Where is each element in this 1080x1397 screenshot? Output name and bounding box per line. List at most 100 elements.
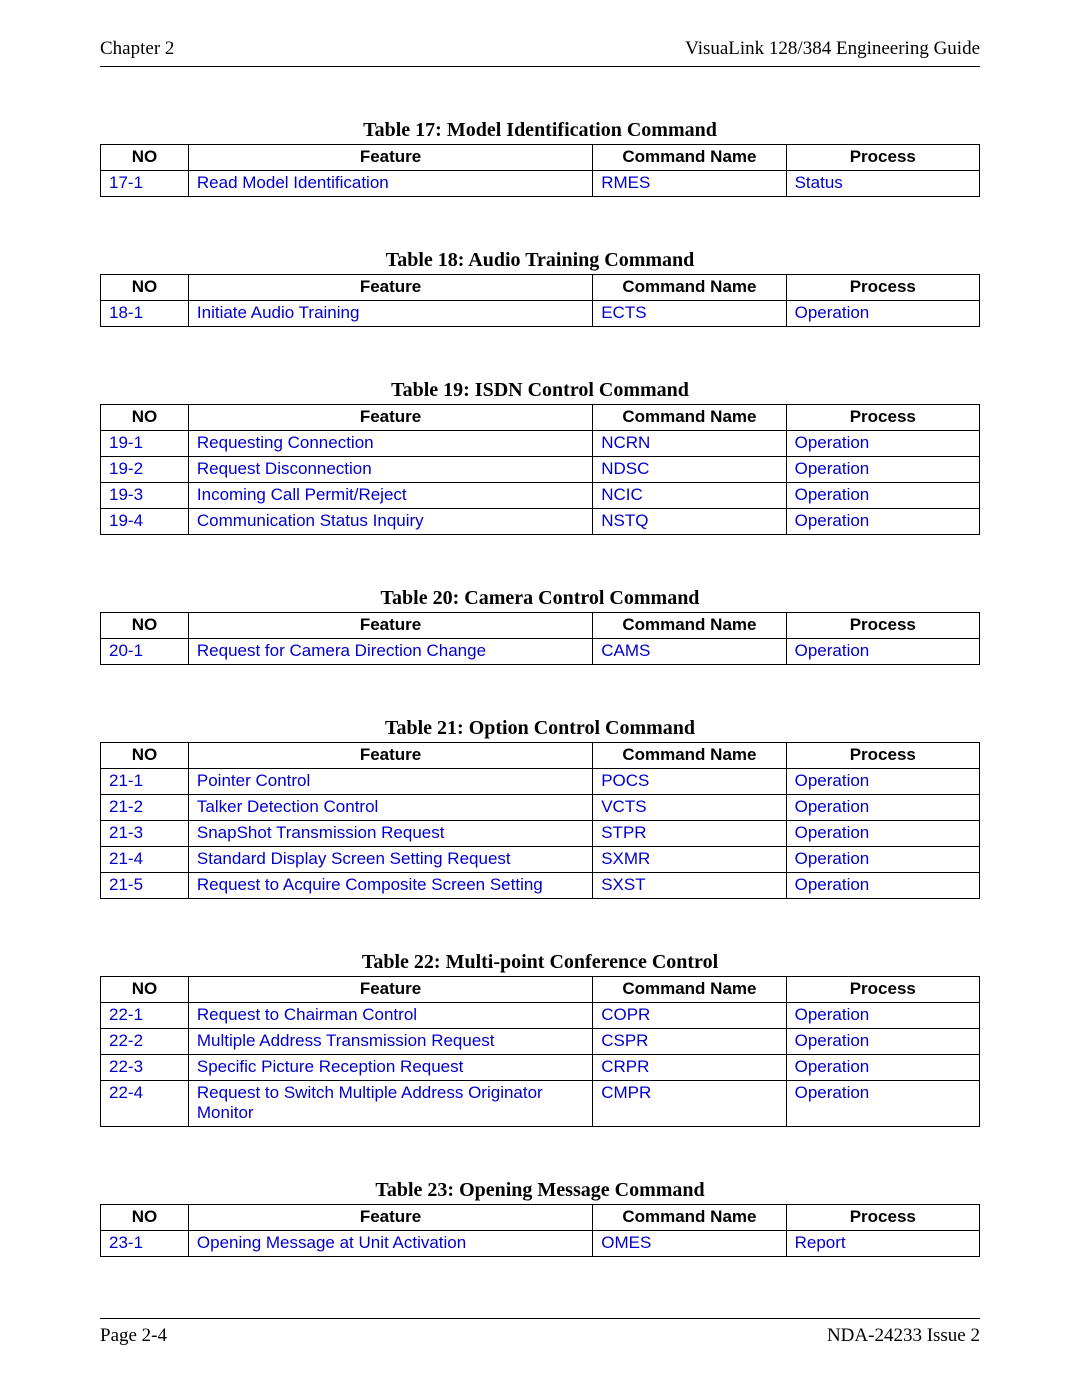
cell-feature[interactable]: Requesting Connection <box>188 431 592 457</box>
cell-command[interactable]: POCS <box>593 769 786 795</box>
cell-no[interactable]: 19-4 <box>101 509 189 535</box>
cell-command[interactable]: CMPR <box>593 1081 786 1127</box>
cell-no[interactable]: 22-2 <box>101 1029 189 1055</box>
header-right: VisuaLink 128/384 Engineering Guide <box>685 38 980 60</box>
cell-command[interactable]: STPR <box>593 821 786 847</box>
col-header-no: NO <box>101 977 189 1003</box>
table-block: Table 20: Camera Control CommandNOFeatur… <box>100 587 980 665</box>
col-header-feature: Feature <box>188 145 592 171</box>
cell-command[interactable]: SXST <box>593 873 786 899</box>
page: Chapter 2 VisuaLink 128/384 Engineering … <box>0 0 1080 1397</box>
cell-process[interactable]: Operation <box>786 873 979 899</box>
col-header-process: Process <box>786 613 979 639</box>
cell-no[interactable]: 21-3 <box>101 821 189 847</box>
cell-no[interactable]: 22-1 <box>101 1003 189 1029</box>
table-row: 18-1Initiate Audio TrainingECTSOperation <box>101 301 980 327</box>
cell-feature[interactable]: SnapShot Transmission Request <box>188 821 592 847</box>
cell-feature[interactable]: Request to Switch Multiple Address Origi… <box>188 1081 592 1127</box>
cell-feature[interactable]: Request to Acquire Composite Screen Sett… <box>188 873 592 899</box>
cell-no[interactable]: 17-1 <box>101 171 189 197</box>
cell-command[interactable]: CRPR <box>593 1055 786 1081</box>
cell-command[interactable]: NCRN <box>593 431 786 457</box>
cell-process[interactable]: Operation <box>786 847 979 873</box>
cell-no[interactable]: 22-4 <box>101 1081 189 1127</box>
table-header-row: NOFeatureCommand NameProcess <box>101 275 980 301</box>
cell-command[interactable]: OMES <box>593 1231 786 1257</box>
cell-feature[interactable]: Communication Status Inquiry <box>188 509 592 535</box>
table-header-row: NOFeatureCommand NameProcess <box>101 405 980 431</box>
cell-process[interactable]: Report <box>786 1231 979 1257</box>
cell-command[interactable]: NDSC <box>593 457 786 483</box>
cell-command[interactable]: NCIC <box>593 483 786 509</box>
footer-right: NDA-24233 Issue 2 <box>827 1325 980 1347</box>
cell-process[interactable]: Status <box>786 171 979 197</box>
col-header-feature: Feature <box>188 977 592 1003</box>
cell-process[interactable]: Operation <box>786 301 979 327</box>
table-caption: Table 22: Multi-point Conference Control <box>100 951 980 974</box>
cell-feature[interactable]: Multiple Address Transmission Request <box>188 1029 592 1055</box>
table-row: 19-3Incoming Call Permit/RejectNCICOpera… <box>101 483 980 509</box>
cell-command[interactable]: COPR <box>593 1003 786 1029</box>
command-table: NOFeatureCommand NameProcess20-1Request … <box>100 612 980 665</box>
cell-feature[interactable]: Specific Picture Reception Request <box>188 1055 592 1081</box>
table-caption: Table 19: ISDN Control Command <box>100 379 980 402</box>
table-row: 22-1Request to Chairman ControlCOPROpera… <box>101 1003 980 1029</box>
cell-command[interactable]: CSPR <box>593 1029 786 1055</box>
cell-process[interactable]: Operation <box>786 457 979 483</box>
col-header-no: NO <box>101 405 189 431</box>
cell-feature[interactable]: Request for Camera Direction Change <box>188 639 592 665</box>
cell-process[interactable]: Operation <box>786 1003 979 1029</box>
col-header-feature: Feature <box>188 743 592 769</box>
cell-command[interactable]: VCTS <box>593 795 786 821</box>
col-header-command: Command Name <box>593 743 786 769</box>
cell-process[interactable]: Operation <box>786 1081 979 1127</box>
cell-feature[interactable]: Request to Chairman Control <box>188 1003 592 1029</box>
cell-process[interactable]: Operation <box>786 795 979 821</box>
cell-process[interactable]: Operation <box>786 509 979 535</box>
cell-process[interactable]: Operation <box>786 431 979 457</box>
cell-process[interactable]: Operation <box>786 1055 979 1081</box>
cell-feature[interactable]: Read Model Identification <box>188 171 592 197</box>
col-header-command: Command Name <box>593 613 786 639</box>
cell-no[interactable]: 21-4 <box>101 847 189 873</box>
cell-no[interactable]: 19-1 <box>101 431 189 457</box>
cell-no[interactable]: 19-2 <box>101 457 189 483</box>
table-header-row: NOFeatureCommand NameProcess <box>101 145 980 171</box>
table-row: 21-2Talker Detection ControlVCTSOperatio… <box>101 795 980 821</box>
cell-no[interactable]: 18-1 <box>101 301 189 327</box>
cell-command[interactable]: RMES <box>593 171 786 197</box>
cell-no[interactable]: 22-3 <box>101 1055 189 1081</box>
cell-feature[interactable]: Incoming Call Permit/Reject <box>188 483 592 509</box>
col-header-process: Process <box>786 977 979 1003</box>
cell-process[interactable]: Operation <box>786 769 979 795</box>
table-row: 23-1Opening Message at Unit ActivationOM… <box>101 1231 980 1257</box>
cell-no[interactable]: 23-1 <box>101 1231 189 1257</box>
cell-feature[interactable]: Request Disconnection <box>188 457 592 483</box>
cell-no[interactable]: 20-1 <box>101 639 189 665</box>
cell-feature[interactable]: Initiate Audio Training <box>188 301 592 327</box>
cell-command[interactable]: CAMS <box>593 639 786 665</box>
cell-feature[interactable]: Pointer Control <box>188 769 592 795</box>
footer-left: Page 2-4 <box>100 1325 167 1347</box>
cell-feature[interactable]: Standard Display Screen Setting Request <box>188 847 592 873</box>
cell-command[interactable]: NSTQ <box>593 509 786 535</box>
cell-process[interactable]: Operation <box>786 639 979 665</box>
cell-process[interactable]: Operation <box>786 821 979 847</box>
cell-process[interactable]: Operation <box>786 1029 979 1055</box>
cell-no[interactable]: 21-5 <box>101 873 189 899</box>
cell-no[interactable]: 19-3 <box>101 483 189 509</box>
command-table: NOFeatureCommand NameProcess19-1Requesti… <box>100 404 980 535</box>
table-block: Table 19: ISDN Control CommandNOFeatureC… <box>100 379 980 535</box>
table-header-row: NOFeatureCommand NameProcess <box>101 1205 980 1231</box>
table-caption: Table 21: Option Control Command <box>100 717 980 740</box>
cell-process[interactable]: Operation <box>786 483 979 509</box>
page-footer: Page 2-4 NDA-24233 Issue 2 <box>100 1318 980 1347</box>
cell-command[interactable]: ECTS <box>593 301 786 327</box>
cell-command[interactable]: SXMR <box>593 847 786 873</box>
cell-no[interactable]: 21-2 <box>101 795 189 821</box>
cell-no[interactable]: 21-1 <box>101 769 189 795</box>
cell-feature[interactable]: Talker Detection Control <box>188 795 592 821</box>
col-header-process: Process <box>786 1205 979 1231</box>
cell-feature[interactable]: Opening Message at Unit Activation <box>188 1231 592 1257</box>
command-table: NOFeatureCommand NameProcess21-1Pointer … <box>100 742 980 899</box>
